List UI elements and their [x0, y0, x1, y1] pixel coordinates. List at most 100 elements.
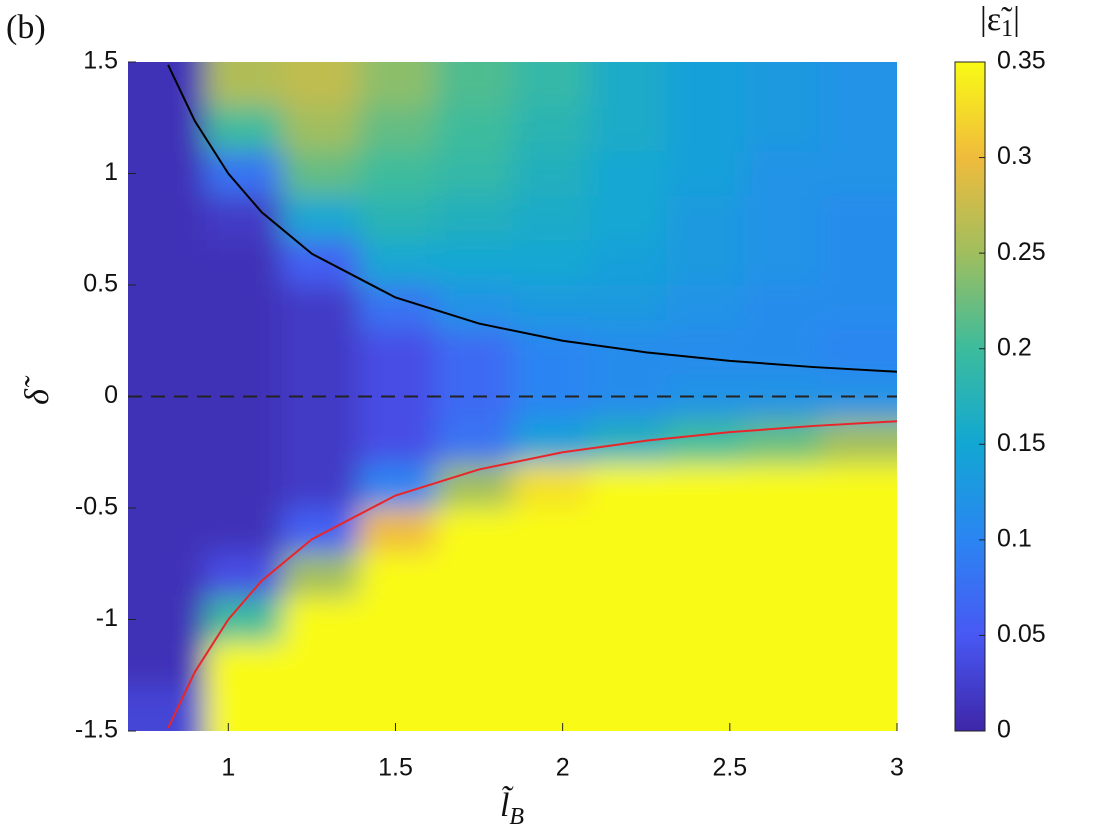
heat-cell [435, 641, 513, 687]
y-axis-label: δ̃ [19, 375, 56, 405]
heat-cell [281, 463, 360, 509]
y-tick-label: -0.5 [75, 493, 118, 521]
colorbar-tick-label: 0.25 [997, 238, 1046, 266]
heat-cell [589, 62, 667, 108]
heat-cell [435, 418, 513, 464]
heat-cell [435, 285, 513, 331]
heat-cell [589, 418, 667, 464]
heat-cell [589, 329, 667, 375]
heat-cell [204, 285, 283, 331]
heat-cell [666, 597, 744, 643]
heat-cell [589, 285, 667, 331]
heat-cell [820, 151, 897, 197]
heat-cell [281, 285, 360, 331]
heat-cell [128, 641, 206, 687]
heat-cell [512, 463, 590, 509]
heat-cell [666, 686, 744, 731]
heat-cell [512, 151, 590, 197]
heat-cell [281, 552, 360, 598]
heat-cell [435, 329, 513, 375]
heat-cell [128, 597, 206, 643]
heat-cell [204, 508, 283, 554]
heat-cell [666, 552, 744, 598]
heat-cell [820, 240, 897, 286]
y-tick-label: 1.5 [83, 47, 118, 75]
heat-cell [204, 686, 283, 731]
y-tick-label: -1 [96, 604, 118, 632]
heat-cell [435, 151, 513, 197]
y-tick-label: 1 [104, 158, 118, 186]
heat-cell [281, 418, 360, 464]
heat-cell [743, 195, 821, 241]
heat-cell [512, 418, 590, 464]
colorbar-tick-label: 0.1 [997, 524, 1032, 552]
x-tick-label: 2 [556, 754, 570, 782]
heat-cell [204, 62, 283, 108]
heatmap-cells [128, 62, 897, 731]
heat-cell [512, 508, 590, 554]
heat-cell [743, 285, 821, 331]
heat-cell [435, 106, 513, 152]
heat-cell [743, 240, 821, 286]
heat-cell [512, 641, 590, 687]
heat-cell [589, 463, 667, 509]
heat-cell [820, 62, 897, 108]
heat-cell [281, 597, 360, 643]
heat-cell [589, 240, 667, 286]
heat-cell [358, 508, 437, 554]
heat-cell [128, 552, 206, 598]
heat-cell [204, 418, 283, 464]
heat-cell [358, 195, 437, 241]
heat-cell [666, 418, 744, 464]
colorbar-tick-label: 0.3 [997, 142, 1032, 170]
heat-cell [281, 641, 360, 687]
heat-cell [512, 106, 590, 152]
heat-cell [204, 240, 283, 286]
heat-cell [204, 463, 283, 509]
heat-cell [128, 329, 206, 375]
heat-cell [358, 552, 437, 598]
heat-cell [204, 329, 283, 375]
heat-cell [281, 686, 360, 731]
heat-cell [666, 641, 744, 687]
colorbar-label-sub: 1 [1001, 16, 1013, 42]
heat-cell [743, 62, 821, 108]
heat-cell [128, 106, 206, 152]
heat-cell [512, 62, 590, 108]
x-tick-label: 2.5 [712, 754, 747, 782]
heat-cell [281, 106, 360, 152]
heat-cell [666, 329, 744, 375]
colorbar-tick-label: 0.15 [997, 429, 1046, 457]
heat-cell [666, 106, 744, 152]
heat-cell [358, 686, 437, 731]
heat-cell [743, 641, 821, 687]
heat-cell [281, 195, 360, 241]
curves [128, 64, 897, 729]
heat-cell [128, 195, 206, 241]
heat-cell [204, 195, 283, 241]
heat-cell [589, 597, 667, 643]
x-tick-label: 1.5 [378, 754, 413, 782]
colorbar-label-end: | [1013, 1, 1020, 38]
y-tick-label: -1.5 [75, 716, 118, 744]
heat-cell [435, 240, 513, 286]
heat-cell [666, 240, 744, 286]
colorbar [954, 61, 986, 732]
heat-cell [512, 552, 590, 598]
colorbar-tick-label: 0.35 [997, 47, 1046, 75]
heat-cell [589, 151, 667, 197]
heat-cell [281, 329, 360, 375]
heat-cell [743, 508, 821, 554]
heat-cell [512, 240, 590, 286]
heat-cell [666, 285, 744, 331]
heat-cell [820, 463, 897, 509]
axes: 1 1.5 2 2.5 3 -1.5 -1 -0.5 0 0.5 1 1.5 0 0.05 0.1 0.15 0… [75, 47, 1046, 782]
heat-cell [204, 151, 283, 197]
heat-cell [358, 597, 437, 643]
colorbar-label: |ε̃1| [980, 1, 1020, 42]
heat-cell [358, 641, 437, 687]
heat-cell [435, 597, 513, 643]
heat-cell [128, 463, 206, 509]
